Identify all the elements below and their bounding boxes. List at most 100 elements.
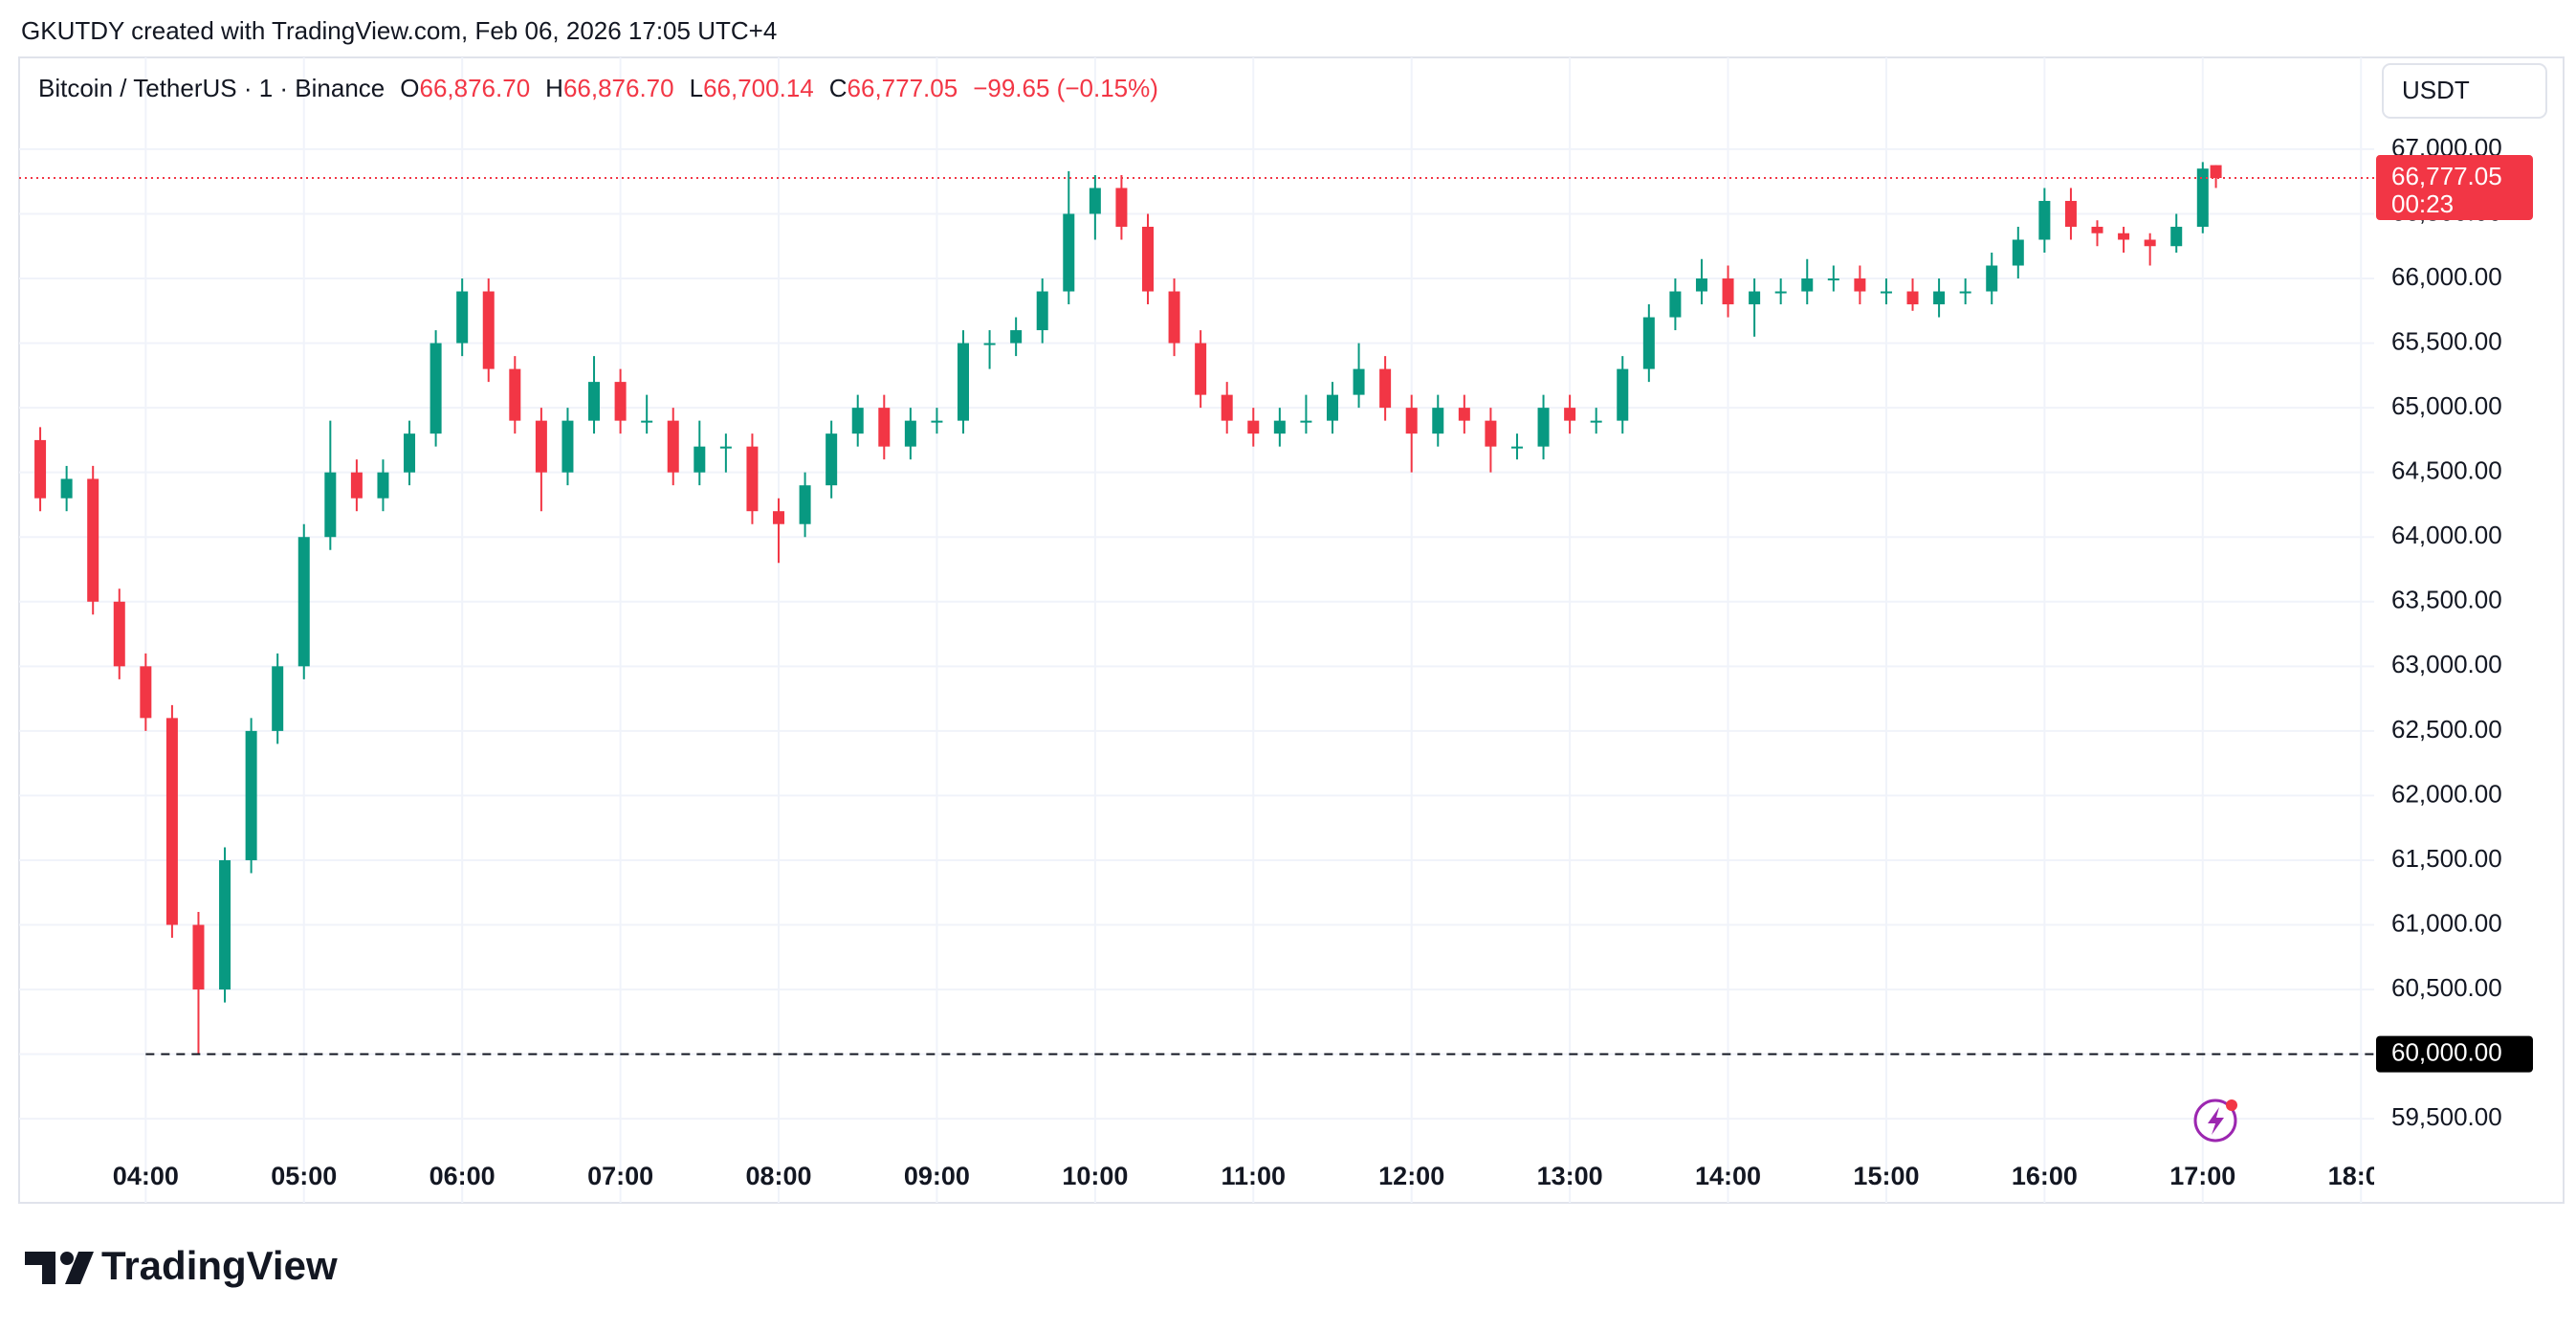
ohlc-key: C [829, 74, 848, 102]
x-tick-label: 16:00 [2012, 1162, 2078, 1190]
symbol: Bitcoin / TetherUS · 1 · Binance [38, 74, 385, 102]
y-tick-label: 62,000.00 [2391, 779, 2502, 808]
x-tick-label: 12:00 [1378, 1162, 1444, 1190]
candle-body [1036, 291, 1048, 331]
level-line-box [2376, 1035, 2533, 1073]
grid [19, 57, 2374, 1203]
candle-body [245, 730, 257, 860]
candle-body [456, 291, 469, 344]
header-title: GKUTDY created with TradingView.com, Feb… [21, 16, 777, 45]
x-tick-label: 05:00 [271, 1162, 337, 1190]
candle-body [1564, 408, 1576, 421]
y-tick-label: 59,500.00 [2391, 1102, 2502, 1131]
candle-body [2144, 239, 2156, 247]
last-price-label: 66,777.05 [2391, 162, 2502, 190]
candle-body [1801, 278, 1814, 292]
ohlc-key: L [690, 74, 703, 102]
candle-body [2064, 200, 2077, 227]
candle-body [219, 859, 231, 990]
candle-body [1669, 291, 1682, 318]
candle-body [165, 718, 178, 925]
y-tick-label: 60,500.00 [2391, 973, 2502, 1002]
candle-body [2091, 226, 2103, 233]
candle-body [851, 408, 864, 434]
x-tick-label: 08:00 [745, 1162, 811, 1190]
candle-body [1986, 265, 1998, 292]
axes: 59,500.00 60,000.00 60,500.00 61,000.00 61,5… [113, 133, 2533, 1190]
x-tick-label: 06:00 [429, 1162, 495, 1190]
x-tick-label: 13:00 [1537, 1162, 1603, 1190]
y-tick-label: 65,000.00 [2391, 391, 2502, 420]
ohlc-key: H [545, 74, 563, 102]
lightning-icon[interactable] [2193, 1099, 2237, 1143]
candle-body [509, 368, 521, 421]
candle-body [1432, 408, 1444, 434]
x-tick-label: 04:00 [113, 1162, 179, 1190]
x-tick-label: 14:00 [1695, 1162, 1761, 1190]
x-tick-label: 09:00 [904, 1162, 970, 1190]
candle-body [1959, 291, 1971, 294]
candle-body [2118, 233, 2130, 240]
candle-body [535, 420, 547, 473]
candle-body [2012, 239, 2024, 266]
candle-body [1590, 420, 1602, 423]
y-tick-label: 64,500.00 [2391, 456, 2502, 485]
candle-body [561, 420, 574, 473]
currency-button[interactable] [2382, 63, 2547, 119]
candle-body [1510, 446, 1523, 449]
y-tick-label: 63,000.00 [2391, 650, 2502, 678]
candle-body [1906, 291, 1919, 305]
ohlc-value: 66,700.14 [703, 74, 814, 102]
candle-body [113, 601, 125, 667]
candle-body [826, 433, 838, 486]
candle-body [2196, 168, 2209, 227]
candle-body [878, 408, 891, 447]
y-tick-label: 61,000.00 [2391, 908, 2502, 937]
candle-body [429, 343, 442, 434]
candle-body [1115, 188, 1128, 227]
candle-body [614, 382, 627, 421]
candle-body [1089, 188, 1101, 214]
candle-body [983, 343, 996, 345]
candle-body [1141, 226, 1154, 292]
candle-body [799, 485, 811, 524]
candle-body [272, 666, 284, 731]
candle-body [1827, 278, 1839, 281]
candle-body [2170, 226, 2183, 247]
x-tick-label: 18:00 [2328, 1162, 2394, 1190]
y-tick-label: 61,500.00 [2391, 844, 2502, 873]
candle-body [1405, 408, 1418, 434]
candle-body [2210, 165, 2222, 179]
candle-body [773, 511, 785, 524]
candle-body [482, 291, 495, 369]
candle-body [297, 537, 310, 667]
candle-body [1880, 291, 1892, 294]
candle-body [1168, 291, 1180, 344]
y-tick-label: 63,500.00 [2391, 586, 2502, 614]
candle-body [1353, 368, 1365, 395]
candle-body [931, 420, 943, 423]
candle-body [1300, 420, 1312, 423]
candles [19, 162, 2374, 1055]
candle-body [324, 472, 337, 538]
candle-body [1722, 278, 1734, 305]
candle-body [1537, 408, 1550, 447]
footer-logo: TradingView [101, 1243, 338, 1288]
candle-body [1749, 291, 1761, 305]
ohlc-key: O [400, 74, 419, 102]
y-tick-label: 66,000.00 [2391, 262, 2502, 291]
candle-body [1010, 330, 1023, 344]
candle-body [1221, 394, 1233, 421]
candle-body [746, 446, 759, 512]
y-tick-label: 62,500.00 [2391, 715, 2502, 744]
candle-body [958, 343, 970, 421]
legend: Bitcoin / TetherUS · 1 · Binance O 66,876.… [38, 74, 1158, 102]
x-tick-label: 15:00 [1853, 1162, 1919, 1190]
candle-body [1854, 278, 1866, 292]
currency[interactable]: USDT [2402, 76, 2470, 104]
ohlc-value: 66,876.70 [563, 74, 674, 102]
candle-body [641, 420, 653, 423]
candle-body [1774, 291, 1787, 294]
candle-body [2038, 200, 2051, 240]
